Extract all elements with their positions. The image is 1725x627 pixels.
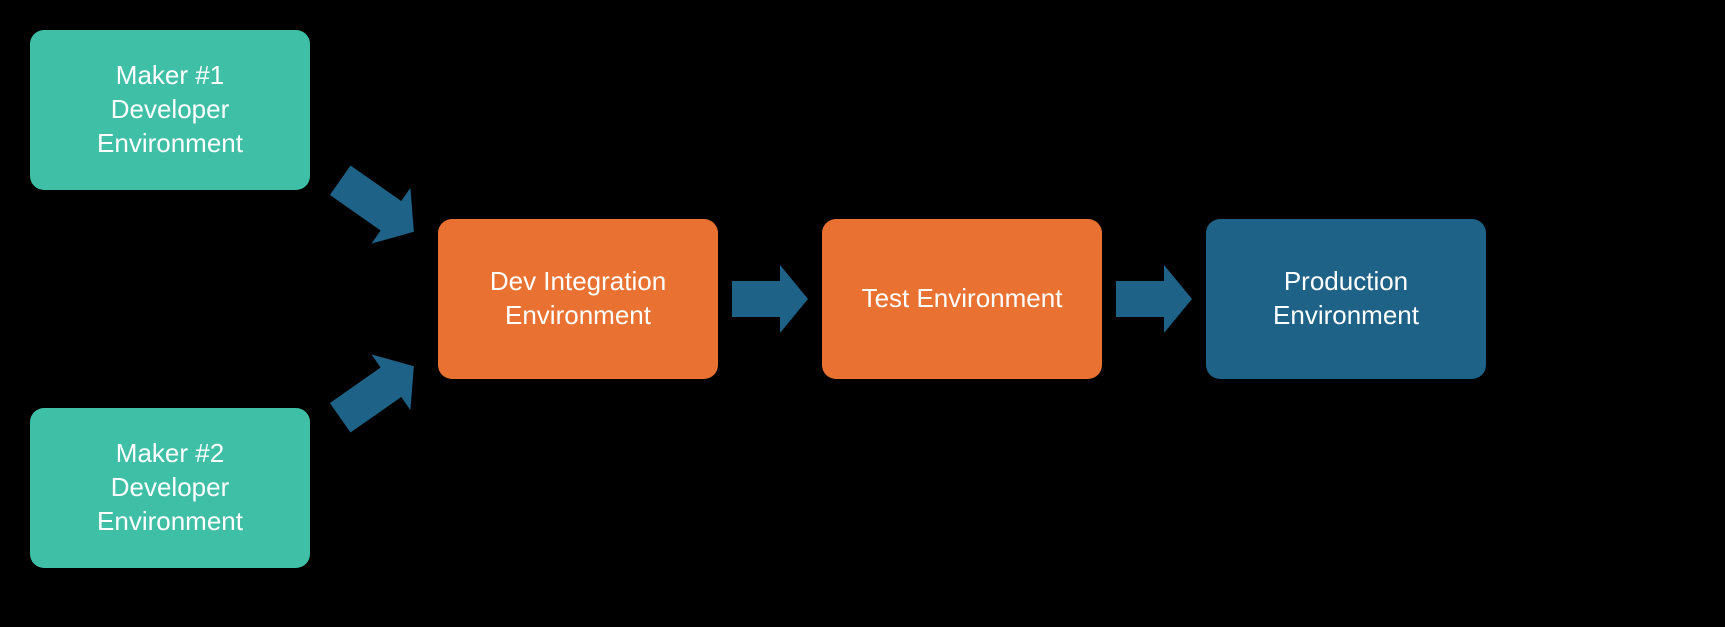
node-label: Maker #2DeveloperEnvironment (97, 437, 243, 538)
node-label: Maker #1DeveloperEnvironment (97, 59, 243, 160)
node-test: Test Environment (822, 219, 1102, 379)
arrow-right-icon (732, 265, 808, 333)
arrow-right-icon (321, 152, 434, 259)
node-label: Test Environment (862, 282, 1063, 316)
arrow-right-icon (1116, 265, 1192, 333)
arrow-maker2-to-devint (321, 338, 434, 445)
node-prod: ProductionEnvironment (1206, 219, 1486, 379)
arrow-right-icon (321, 338, 434, 445)
arrow-test-to-prod (1116, 265, 1192, 333)
node-maker2: Maker #2DeveloperEnvironment (30, 408, 310, 568)
node-maker1: Maker #1DeveloperEnvironment (30, 30, 310, 190)
node-devint: Dev IntegrationEnvironment (438, 219, 718, 379)
arrow-devint-to-test (732, 265, 808, 333)
arrow-maker1-to-devint (321, 152, 434, 259)
node-label: ProductionEnvironment (1273, 265, 1419, 333)
node-label: Dev IntegrationEnvironment (490, 265, 666, 333)
